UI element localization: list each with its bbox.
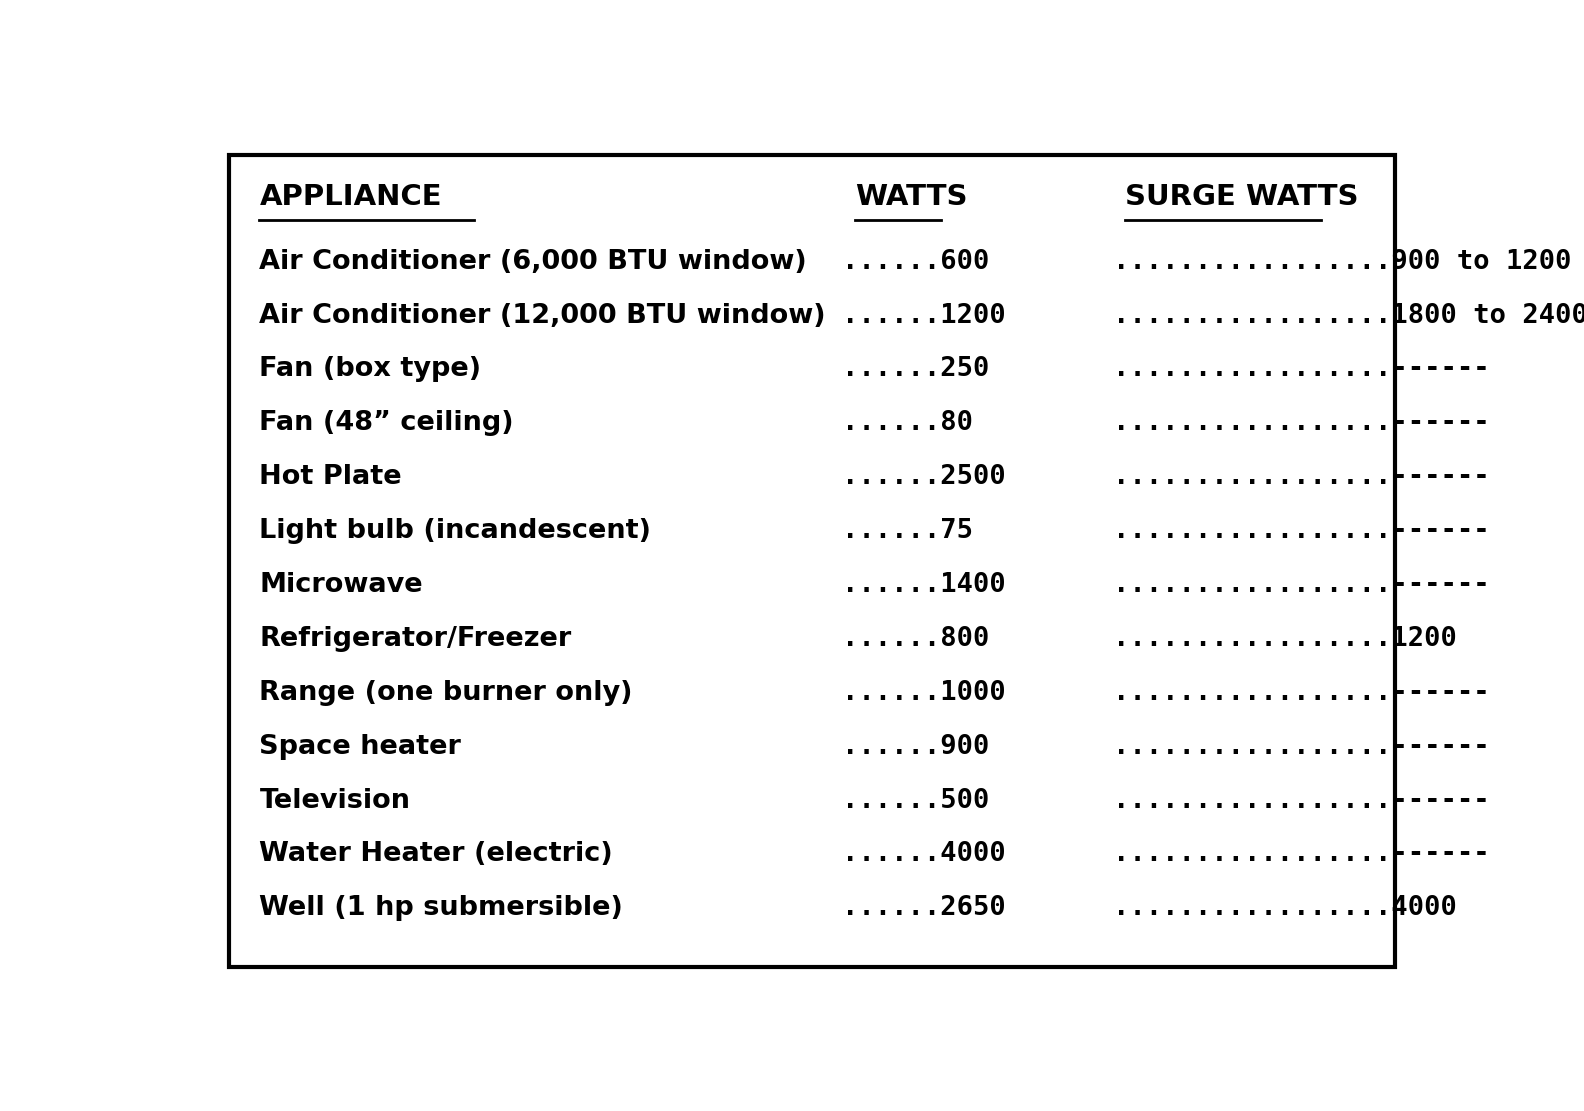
Text: .................------: .................------ [1112,733,1489,760]
Text: Fan (box type): Fan (box type) [260,357,482,382]
Text: .................------: .................------ [1112,464,1489,490]
Text: Refrigerator/Freezer: Refrigerator/Freezer [260,625,572,652]
Text: Air Conditioner (6,000 BTU window): Air Conditioner (6,000 BTU window) [260,249,808,274]
Text: Hot Plate: Hot Plate [260,464,402,490]
Text: .................------: .................------ [1112,357,1489,382]
Text: ......4000: ......4000 [843,841,1006,868]
Text: Microwave: Microwave [260,572,423,598]
Text: .................------: .................------ [1112,572,1489,598]
Text: ......500: ......500 [843,788,990,813]
Text: .................4000: .................4000 [1112,895,1456,921]
Text: Light bulb (incandescent): Light bulb (incandescent) [260,518,651,544]
Text: ......2500: ......2500 [843,464,1006,490]
Text: Space heater: Space heater [260,733,461,760]
Text: APPLIANCE: APPLIANCE [260,183,442,211]
Text: Fan (48” ceiling): Fan (48” ceiling) [260,410,513,437]
Text: ......80: ......80 [843,410,974,437]
Text: ......900: ......900 [843,733,990,760]
Text: .................1800 to 2400: .................1800 to 2400 [1112,302,1584,329]
Text: .................------: .................------ [1112,410,1489,437]
FancyBboxPatch shape [228,154,1396,968]
Text: .................------: .................------ [1112,841,1489,868]
Text: WATTS: WATTS [855,183,968,211]
Text: Well (1 hp submersible): Well (1 hp submersible) [260,895,623,921]
Text: Range (one burner only): Range (one burner only) [260,680,634,705]
Text: .................------: .................------ [1112,518,1489,544]
Text: ......1200: ......1200 [843,302,1006,329]
Text: ......1000: ......1000 [843,680,1006,705]
Text: ......800: ......800 [843,625,990,652]
Text: ......75: ......75 [843,518,974,544]
Text: .................900 to 1200: .................900 to 1200 [1112,249,1571,274]
Text: Water Heater (electric): Water Heater (electric) [260,841,613,868]
Text: ......600: ......600 [843,249,990,274]
Text: .................------: .................------ [1112,680,1489,705]
Text: ......1400: ......1400 [843,572,1006,598]
Text: Television: Television [260,788,410,813]
Text: ......2650: ......2650 [843,895,1006,921]
Text: Air Conditioner (12,000 BTU window): Air Conditioner (12,000 BTU window) [260,302,825,329]
Text: .................1200: .................1200 [1112,625,1456,652]
Text: ......250: ......250 [843,357,990,382]
Text: SURGE WATTS: SURGE WATTS [1125,183,1359,211]
Text: .................------: .................------ [1112,788,1489,813]
